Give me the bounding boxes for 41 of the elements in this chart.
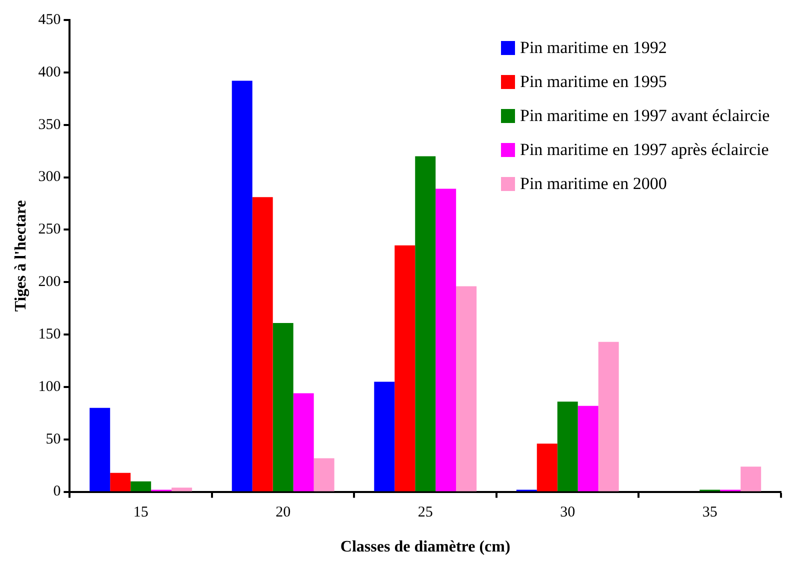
y-tick-label: 450 — [38, 12, 61, 28]
legend-label: Pin maritime en 1997 après éclaircie — [520, 140, 769, 160]
y-tick-label: 200 — [38, 274, 61, 290]
bar — [456, 286, 477, 492]
legend-label: Pin maritime en 1992 — [520, 38, 667, 58]
x-tick-label: 15 — [133, 504, 148, 521]
bar — [536, 444, 558, 492]
bar — [374, 382, 395, 492]
bar — [598, 342, 619, 492]
bar — [293, 393, 314, 492]
y-tick-label: 300 — [38, 169, 61, 186]
x-tick-label: 20 — [276, 504, 291, 521]
legend-label: Pin maritime en 1997 avant éclaircie — [520, 106, 770, 126]
y-tick-label: 100 — [38, 378, 61, 395]
y-tick-label: 350 — [38, 116, 61, 133]
bar — [394, 245, 416, 492]
legend-label: Pin maritime en 2000 — [520, 174, 667, 194]
bar — [130, 481, 152, 492]
y-tick-label: 50 — [46, 431, 61, 448]
x-tick-label: 25 — [418, 504, 433, 521]
legend-label: Pin maritime en 1995 — [520, 72, 667, 92]
y-tick-label: 250 — [38, 222, 61, 238]
bar — [740, 466, 762, 492]
x-tick-label: 35 — [702, 504, 718, 521]
bar — [252, 197, 273, 492]
y-tick-label: 400 — [38, 64, 61, 80]
y-tick-label: 0 — [53, 484, 61, 500]
x-tick-label: 30 — [560, 504, 576, 521]
bar — [578, 406, 598, 492]
bar — [232, 80, 252, 492]
y-tick-label: 150 — [38, 326, 61, 342]
bar — [415, 156, 436, 492]
bar — [90, 408, 110, 492]
bar — [110, 472, 131, 492]
bar — [314, 458, 334, 492]
y-axis-title: Tiges à l'hectare — [12, 200, 30, 312]
bar — [557, 402, 578, 492]
x-axis-title: Classes de diamètre (cm) — [340, 538, 510, 556]
bar — [436, 188, 456, 492]
bar — [172, 488, 192, 492]
bar — [272, 323, 294, 492]
